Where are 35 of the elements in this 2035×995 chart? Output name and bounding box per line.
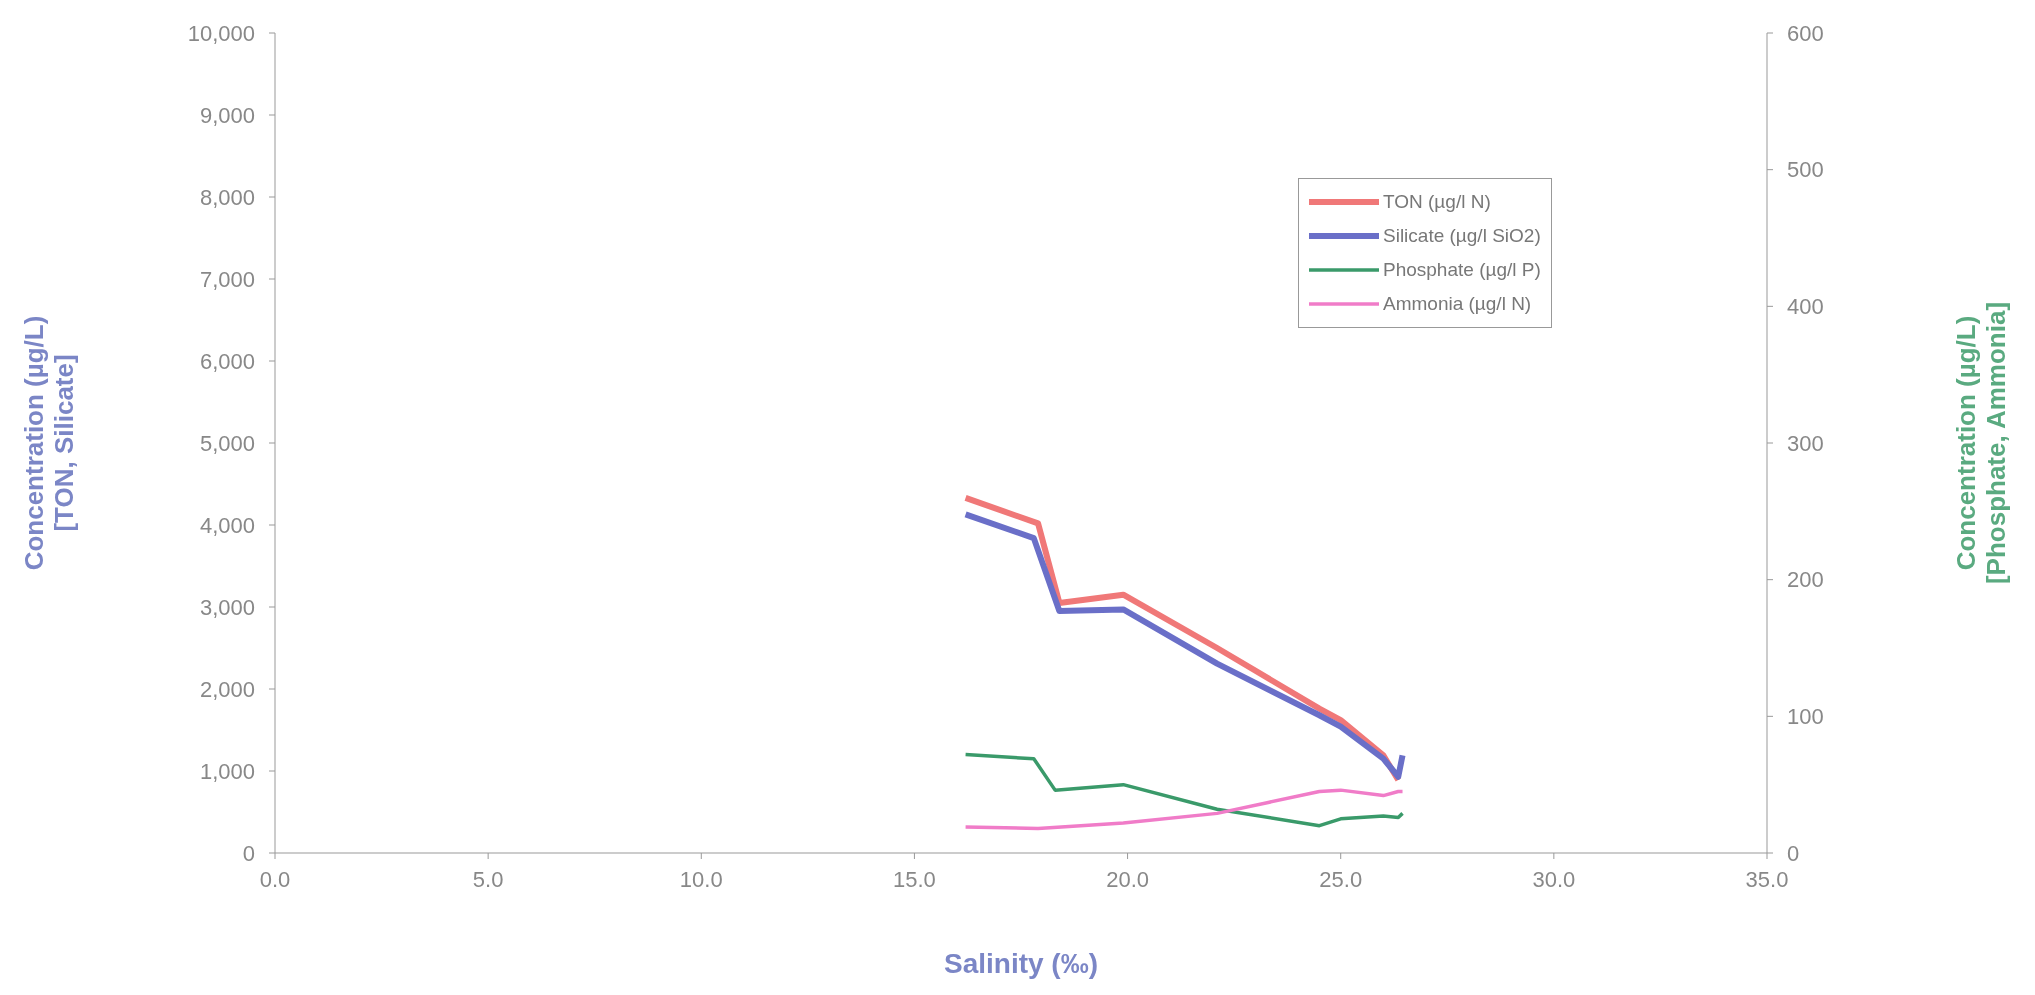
y-tick-label: 7,000 (199, 266, 255, 292)
line-series (963, 788, 1405, 831)
x-tick-label: 5.0 (472, 866, 504, 892)
y-tick-label: 1,000 (199, 758, 255, 784)
y2-tick-label: 200 (1787, 567, 1824, 593)
y2-axis-title: Concentration (µg/L) [Phosphate, Ammonia] (1951, 301, 2011, 585)
y-tick-label: 8,000 (199, 184, 255, 210)
y2-tick-label: 500 (1787, 157, 1824, 183)
x-tick-label: 15.0 (893, 866, 936, 892)
x-tick-label: 20.0 (1106, 866, 1149, 892)
y2-tick-label: 0 (1787, 840, 1800, 866)
y2-tick-label: 100 (1787, 704, 1824, 730)
y2-tick-label: 400 (1787, 294, 1824, 320)
x-axis-title: Salinity (‰) (943, 948, 1099, 979)
y-tick-label: 10,000 (187, 20, 255, 46)
legend-label: Silicate (µg/l SiO2) (1383, 225, 1541, 247)
y-tick-label: 0 (242, 840, 255, 866)
y-tick-label: 4,000 (199, 512, 255, 538)
legend-label: Phosphate (µg/l P) (1383, 259, 1541, 281)
x-tick-label: 0.0 (259, 866, 291, 892)
y-tick-label: 9,000 (199, 102, 255, 128)
y-tick-label: 2,000 (199, 676, 255, 702)
y-tick-label: 5,000 (199, 430, 255, 456)
x-tick-label: 30.0 (1532, 866, 1576, 892)
y-tick-label: 6,000 (199, 348, 255, 374)
x-tick-label: 25.0 (1319, 866, 1363, 892)
x-tick-label: 35.0 (1745, 866, 1789, 892)
y2-tick-label: 300 (1787, 430, 1824, 456)
legend-label: TON (µg/l N) (1383, 191, 1491, 213)
legend-label: Ammonia (µg/l N) (1383, 293, 1532, 315)
x-tick-label: 10.0 (679, 866, 723, 892)
y-axis-title: Concentration (µg/L) [TON, Silicate] (19, 315, 79, 571)
y-tick-label: 3,000 (199, 594, 255, 620)
y2-tick-label: 600 (1787, 20, 1824, 46)
line-series (963, 752, 1405, 828)
